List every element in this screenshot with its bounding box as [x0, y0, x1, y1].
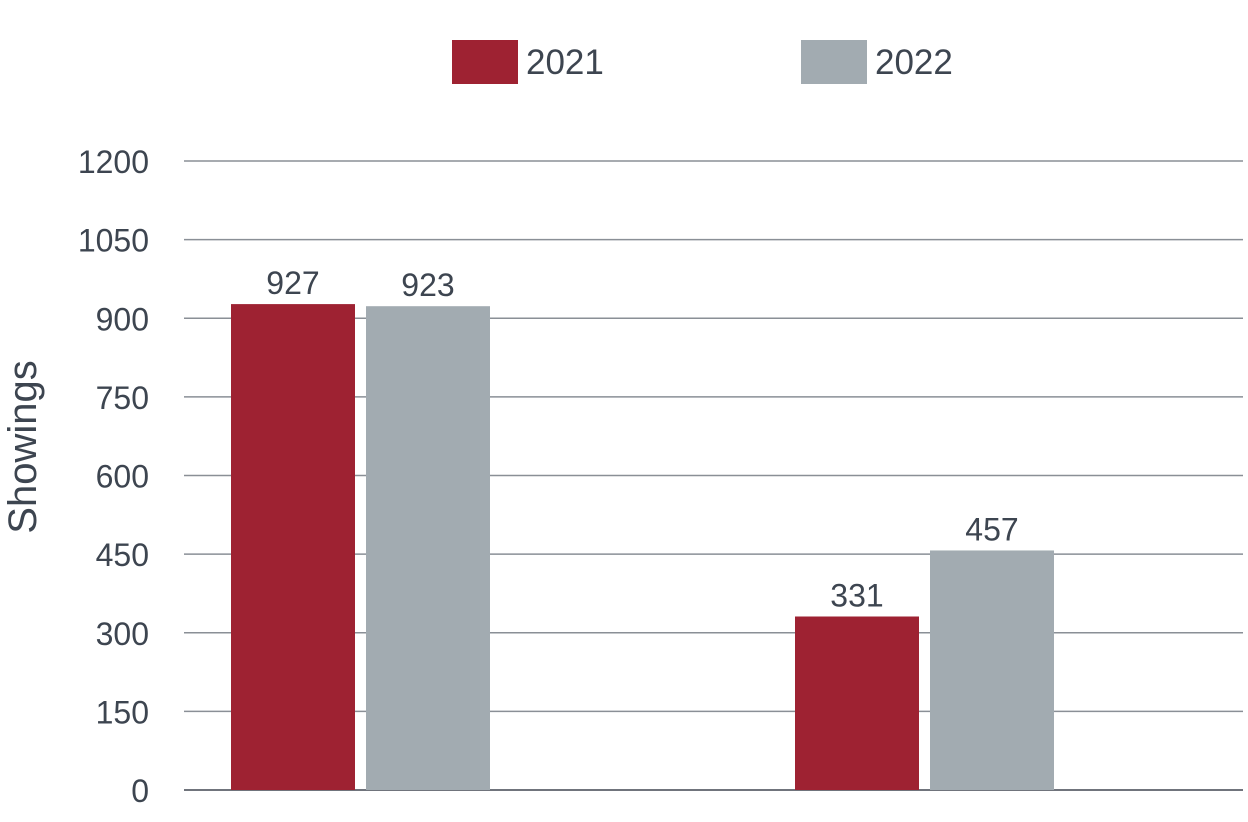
data-label-2022-1: 923	[401, 267, 454, 303]
legend-swatch-2022	[801, 40, 867, 84]
data-label-2021-1: 927	[266, 265, 319, 301]
bar-2021-2	[795, 616, 919, 790]
y-tick-label: 1050	[78, 223, 149, 259]
legend-label-2022: 2022	[875, 43, 953, 82]
data-labels: 927 331 923 457	[266, 265, 1018, 613]
legend: 2021 2022	[452, 40, 953, 84]
y-tick-label: 1200	[78, 144, 149, 180]
y-tick-label: 0	[131, 773, 149, 809]
y-tick-label: 600	[96, 459, 149, 495]
y-tick-label: 900	[96, 301, 149, 337]
y-tick-label: 450	[96, 537, 149, 573]
bar-2021-1	[231, 304, 355, 790]
gridlines	[184, 160, 1243, 791]
bar-2022-1	[366, 306, 490, 790]
y-tick-label: 750	[96, 380, 149, 416]
y-axis-tick-labels: 0 150 300 450 600 750 900 1050 1200	[78, 144, 149, 809]
bars	[231, 304, 1054, 790]
y-tick-label: 300	[96, 616, 149, 652]
legend-swatch-2021	[452, 40, 518, 84]
data-label-2021-2: 331	[830, 578, 883, 614]
y-tick-label: 150	[96, 694, 149, 730]
bar-2022-2	[930, 550, 1054, 790]
data-label-2022-2: 457	[965, 511, 1018, 547]
y-axis-title: Showings	[1, 360, 45, 533]
legend-label-2021: 2021	[526, 43, 604, 82]
